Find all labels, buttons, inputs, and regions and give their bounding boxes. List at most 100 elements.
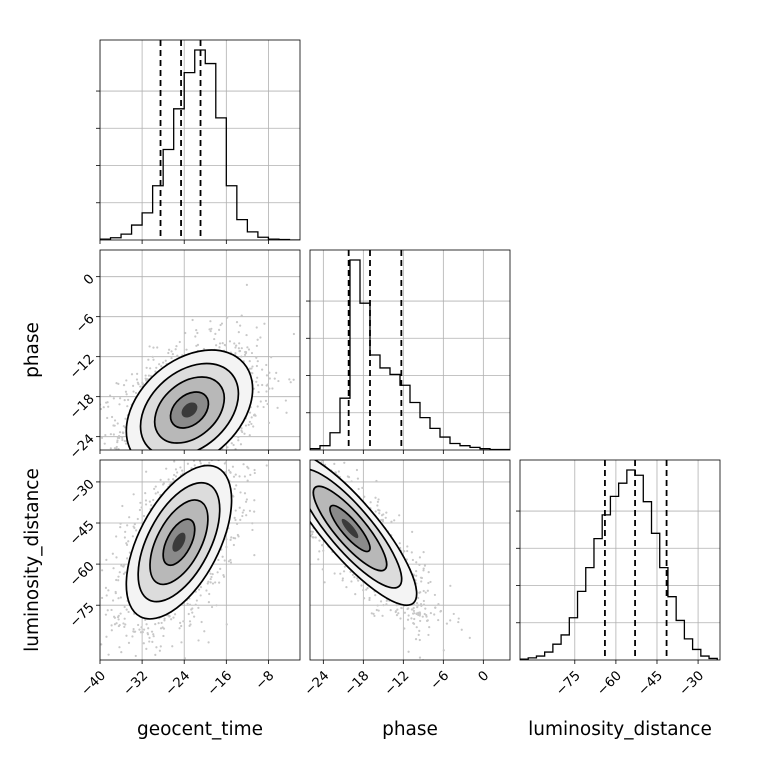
sample-point — [249, 473, 252, 476]
sample-point — [390, 520, 393, 523]
sample-point — [144, 467, 146, 469]
sample-point — [105, 594, 108, 597]
sample-point — [159, 645, 162, 648]
y-tick-label: −18 — [67, 392, 97, 422]
sample-point — [374, 510, 377, 513]
sample-point — [148, 640, 151, 643]
sample-point — [167, 661, 169, 663]
sample-point — [122, 383, 126, 387]
sample-point — [180, 455, 182, 457]
sample-point — [297, 489, 299, 491]
sample-point — [135, 378, 139, 381]
sample-point — [217, 452, 219, 454]
sample-point — [133, 630, 136, 633]
sample-point — [231, 465, 235, 468]
sample-point — [311, 533, 314, 536]
sample-point — [113, 419, 117, 422]
sample-point — [185, 466, 187, 468]
sample-point — [151, 472, 153, 474]
sample-point — [174, 475, 178, 478]
sample-point — [297, 465, 299, 467]
sample-point — [208, 461, 211, 464]
sample-point — [123, 617, 126, 620]
sample-point — [144, 492, 147, 495]
sample-point — [234, 518, 237, 522]
sample-point — [174, 466, 176, 468]
sample-point — [221, 555, 224, 558]
sample-point — [291, 471, 293, 473]
panel-content — [100, 448, 300, 663]
sample-point — [203, 462, 205, 464]
sample-point — [303, 482, 305, 484]
sample-point — [395, 614, 399, 617]
sample-point — [286, 457, 288, 459]
sample-point — [192, 456, 194, 458]
sample-point — [173, 473, 176, 477]
sample-point — [235, 522, 239, 526]
sample-point — [165, 467, 168, 470]
sample-point — [304, 487, 306, 489]
sample-point — [170, 356, 173, 360]
sample-point — [255, 326, 258, 329]
sample-point — [119, 477, 121, 479]
sample-point — [154, 370, 157, 373]
sample-point — [235, 344, 238, 347]
sample-point — [239, 518, 242, 521]
sample-point — [357, 579, 360, 582]
sample-point — [169, 457, 171, 459]
sample-point — [97, 446, 99, 448]
sample-point — [180, 624, 183, 628]
sample-point — [433, 613, 436, 616]
sample-point — [288, 473, 290, 475]
sample-point — [427, 581, 430, 585]
sample-point — [195, 328, 198, 332]
sample-point — [229, 471, 232, 474]
sample-point — [277, 440, 279, 442]
sample-point — [160, 365, 163, 368]
sample-point — [293, 487, 295, 489]
sample-point — [413, 617, 416, 621]
sample-point — [264, 455, 266, 457]
sample-point — [422, 569, 425, 572]
sample-point — [239, 491, 242, 494]
sample-point — [301, 468, 303, 470]
sample-point — [406, 545, 409, 548]
panel-frame — [99, 39, 301, 241]
sample-point — [206, 455, 208, 457]
sample-point — [123, 605, 126, 609]
sample-point — [136, 372, 139, 375]
sample-point — [229, 561, 233, 564]
sample-point — [375, 608, 378, 612]
sample-point — [283, 446, 285, 448]
sample-point — [145, 453, 147, 455]
sample-point — [310, 452, 312, 454]
sample-point — [179, 466, 182, 469]
y-tick-label: −60 — [67, 559, 97, 589]
sample-point — [127, 398, 130, 401]
sample-point — [207, 451, 209, 453]
sample-point — [276, 431, 278, 433]
sample-point — [145, 378, 148, 381]
sample-point — [365, 588, 368, 591]
sample-point — [272, 432, 274, 434]
sample-point — [181, 469, 184, 472]
sample-point — [111, 599, 115, 602]
sample-point — [345, 586, 348, 589]
sample-point — [205, 589, 208, 592]
sample-point — [244, 458, 246, 460]
sample-point — [131, 535, 134, 538]
sample-point — [209, 320, 212, 323]
sample-point — [307, 522, 309, 524]
sample-point — [241, 514, 244, 518]
sample-point — [134, 499, 136, 501]
sample-point — [112, 433, 115, 436]
sample-point — [258, 393, 260, 395]
sample-point — [241, 511, 244, 514]
sample-point — [170, 618, 173, 621]
sample-point — [307, 478, 309, 480]
sample-point — [231, 448, 233, 450]
sample-point — [238, 342, 241, 345]
sample-point — [147, 374, 151, 377]
sample-point — [144, 374, 147, 377]
sample-point — [255, 356, 258, 359]
